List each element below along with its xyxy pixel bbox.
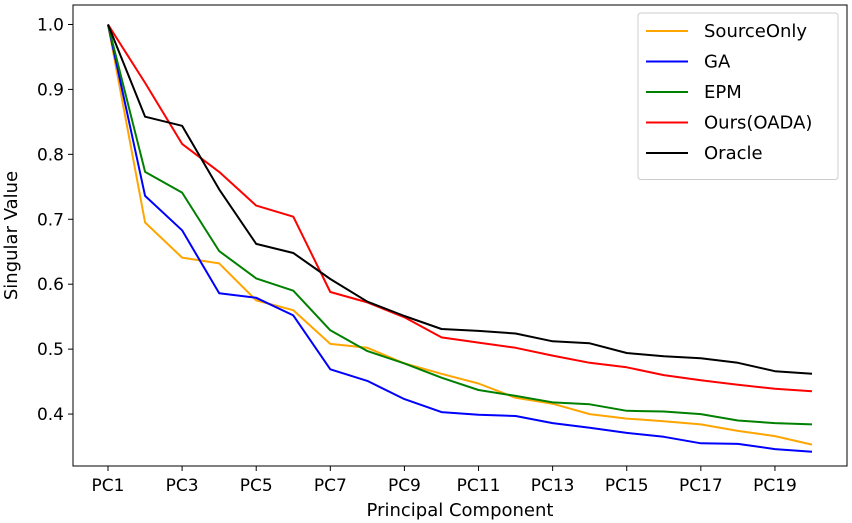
y-tick-label: 0.5 xyxy=(37,340,64,360)
legend-label-4: Oracle xyxy=(704,143,763,164)
legend-box xyxy=(637,12,839,180)
y-tick-label: 0.9 xyxy=(37,80,64,100)
x-tick-label: PC15 xyxy=(605,476,649,496)
series-line-2 xyxy=(107,24,813,426)
series-line-3 xyxy=(107,23,813,393)
x-axis: PC1 PC3 PC5 PC7 PC9 PC11 PC13 PC15 PC17 PC19 xyxy=(92,466,797,496)
x-tick-label: PC7 xyxy=(314,476,347,496)
x-tick-label: PC11 xyxy=(457,476,501,496)
y-tick-label: 1.0 xyxy=(37,15,64,35)
y-tick-label: 0.7 xyxy=(37,210,64,230)
y-tick-label: 0.4 xyxy=(37,405,64,425)
legend-label-3: Ours(OADA) xyxy=(704,113,812,134)
x-tick-label: PC3 xyxy=(166,476,199,496)
legend: SourceOnly GA EPM Ours(OADA) Oracle xyxy=(637,12,839,180)
legend-label-0: SourceOnly xyxy=(704,21,807,42)
x-tick-label: PC5 xyxy=(240,476,273,496)
y-axis: 0.4 0.5 0.6 0.7 0.8 0.9 1.0 xyxy=(37,15,73,425)
series-line-0 xyxy=(107,24,813,446)
x-tick-label: PC9 xyxy=(388,476,421,496)
plot-frame xyxy=(72,4,848,467)
series-line-1 xyxy=(107,24,813,453)
y-tick-label: 0.8 xyxy=(37,145,64,165)
legend-label-2: EPM xyxy=(704,82,742,103)
x-tick-label: PC1 xyxy=(92,476,125,496)
x-tick-label: PC17 xyxy=(679,476,723,496)
x-tick-label: PC13 xyxy=(531,476,575,496)
series-line-4 xyxy=(107,24,813,375)
legend-label-1: GA xyxy=(704,52,731,73)
y-tick-label: 0.6 xyxy=(37,275,64,295)
y-axis-title: Singular Value xyxy=(1,171,22,300)
x-tick-label: PC19 xyxy=(753,476,797,496)
x-axis-title: Principal Component xyxy=(367,500,554,521)
series-layer xyxy=(107,23,813,453)
